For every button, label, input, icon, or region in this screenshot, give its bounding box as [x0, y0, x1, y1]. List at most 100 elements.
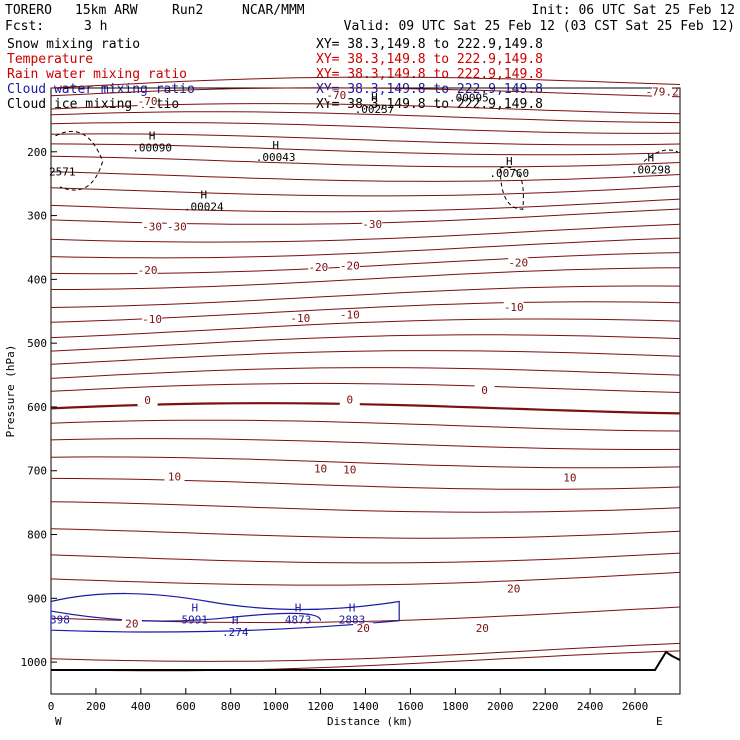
temperature-contour-labels: -30 -30 -30 -20 -20 -20 -20 -10 -10 -10 -10 0 0 0 10 10…	[121, 85, 679, 635]
temp-label-bg	[474, 384, 495, 396]
y-tick-label: 600	[27, 401, 47, 414]
isotherm-line	[50, 419, 681, 432]
temp-label-bg	[339, 260, 360, 272]
temp-contour-label: 20	[507, 582, 520, 595]
snow-max-value: .00024	[184, 201, 224, 214]
temp-contour-label: 20	[476, 622, 489, 635]
temp-contour-label: -10	[340, 309, 360, 322]
isotherm-line	[50, 223, 681, 243]
temp-contour-label: -10	[290, 312, 310, 325]
isotherm-line	[50, 155, 681, 168]
temp-contour-label: -20	[340, 260, 360, 273]
x-tick-label: 2600	[622, 700, 649, 713]
temp-contour-label: -20	[138, 264, 158, 277]
y-tick-label: 1000	[21, 656, 48, 669]
temp-label-bg	[503, 301, 524, 313]
temp-contour-label: 10	[563, 471, 576, 484]
isotherm-line	[50, 237, 681, 259]
isotherm-line	[50, 87, 681, 98]
snow-max-marker: H	[272, 139, 279, 152]
snow-max-value: .00090	[132, 141, 172, 154]
temp-contour-label: -70	[138, 95, 158, 108]
temp-label-bg	[137, 264, 158, 276]
x-tick-label: 0	[48, 700, 55, 713]
cloud-water-max-value: 4873	[285, 613, 312, 626]
x-tick-label: 2400	[577, 700, 604, 713]
temp-label-bg	[164, 471, 185, 483]
isotherm-line	[50, 76, 681, 89]
valid-time: Valid: 09 UTC Sat 25 Feb 12 (03 CST Sat …	[344, 19, 735, 34]
org-title: NCAR/MMM	[242, 3, 305, 18]
temp-label-bg	[137, 395, 158, 407]
temp-contour-label: -30	[142, 221, 162, 234]
x-tick-label: 2000	[487, 700, 514, 713]
isotherm-line	[50, 133, 681, 146]
temp-contour-label: 0	[481, 384, 488, 397]
x-tick-label: 800	[221, 700, 241, 713]
snow-max-value: .00095	[449, 92, 489, 105]
x-tick-label: 2200	[532, 700, 559, 713]
snow-contour	[55, 131, 104, 191]
snow-max-marker: H	[371, 91, 378, 104]
temp-label-bg	[308, 261, 329, 273]
x-tick-label: 1000	[262, 700, 289, 713]
isotherm-line	[50, 552, 681, 564]
resolution-title: 15km ARW	[75, 3, 138, 18]
temp-label-bg	[310, 463, 331, 475]
cloud-water-max-marker: H	[232, 614, 239, 627]
x-tick-label: 400	[131, 700, 151, 713]
temp-label-bg	[472, 622, 493, 634]
cloud-water-max-value: 398	[50, 613, 70, 626]
isotherm-line	[50, 367, 681, 379]
run-title: Run2	[172, 3, 203, 18]
isotherm-line	[50, 334, 681, 352]
y-tick-label: 700	[27, 465, 47, 478]
isotherm-line	[50, 642, 681, 662]
snow-maxima-labels: H.00090 H.00043H.00024H.00237H.00760H.002…	[49, 91, 671, 214]
isotherm-line	[50, 121, 681, 134]
x-tick-label: 1400	[352, 700, 379, 713]
y-axis-ticks: 200 300 400 500 600 700 800 900 1000	[21, 146, 57, 669]
isotherm-line	[50, 143, 681, 156]
snow-max-value: .00043	[256, 151, 296, 164]
temp-contour-label: -30	[362, 218, 382, 231]
snow-max-marker: H	[149, 129, 156, 142]
cloud-water-max-value: .274	[222, 626, 249, 639]
field-xy-snow: XY= 38.3,149.8 to 222.9,149.8	[316, 37, 543, 52]
cloud-water-contour	[50, 592, 400, 633]
field-name-cloud-water: Cloud water mixing ratio	[7, 82, 195, 97]
isotherm-line	[50, 111, 681, 124]
temp-contour-label: -70	[326, 89, 346, 102]
cloud-water-max-value: 5991	[182, 613, 209, 626]
x-tick-label: 600	[176, 700, 196, 713]
snow-max-value: .00237	[355, 103, 395, 116]
temp-label-bg	[503, 583, 524, 595]
isotherm-line	[50, 571, 681, 586]
isotherm-line	[50, 171, 681, 182]
isotherm-line	[50, 285, 681, 308]
fcst-value: 3 h	[84, 19, 107, 34]
field-name-temperature: Temperature	[7, 52, 93, 67]
fcst-label: Fcst:	[5, 19, 44, 34]
init-time: Init: 06 UTC Sat 25 Feb 12	[532, 3, 736, 18]
snow-max-value: .00760	[489, 167, 529, 180]
temp-contour-label: 10	[343, 464, 356, 477]
temp-label-bg	[142, 221, 163, 233]
isotherm-line	[51, 267, 681, 290]
isotherm-line	[50, 501, 681, 513]
y-tick-label: 400	[27, 273, 47, 286]
isotherm-line	[50, 350, 681, 365]
model-title: TORERO	[5, 3, 52, 18]
snow-max-value: .00298	[631, 164, 671, 177]
temp-contour-label: -10	[504, 301, 524, 314]
temp-label-bg	[339, 394, 360, 406]
x-axis-ticks: 0 200 400 600 800 1000 1200 1400 1600 1800 2000 220…	[48, 688, 649, 713]
temp-contour-label: 20	[125, 617, 138, 630]
y-tick-label: 900	[27, 592, 47, 605]
temp-label-bg	[290, 312, 311, 324]
temp-label-bg	[166, 221, 187, 233]
x-tick-label: 1200	[307, 700, 334, 713]
isotherm-line	[50, 456, 681, 469]
